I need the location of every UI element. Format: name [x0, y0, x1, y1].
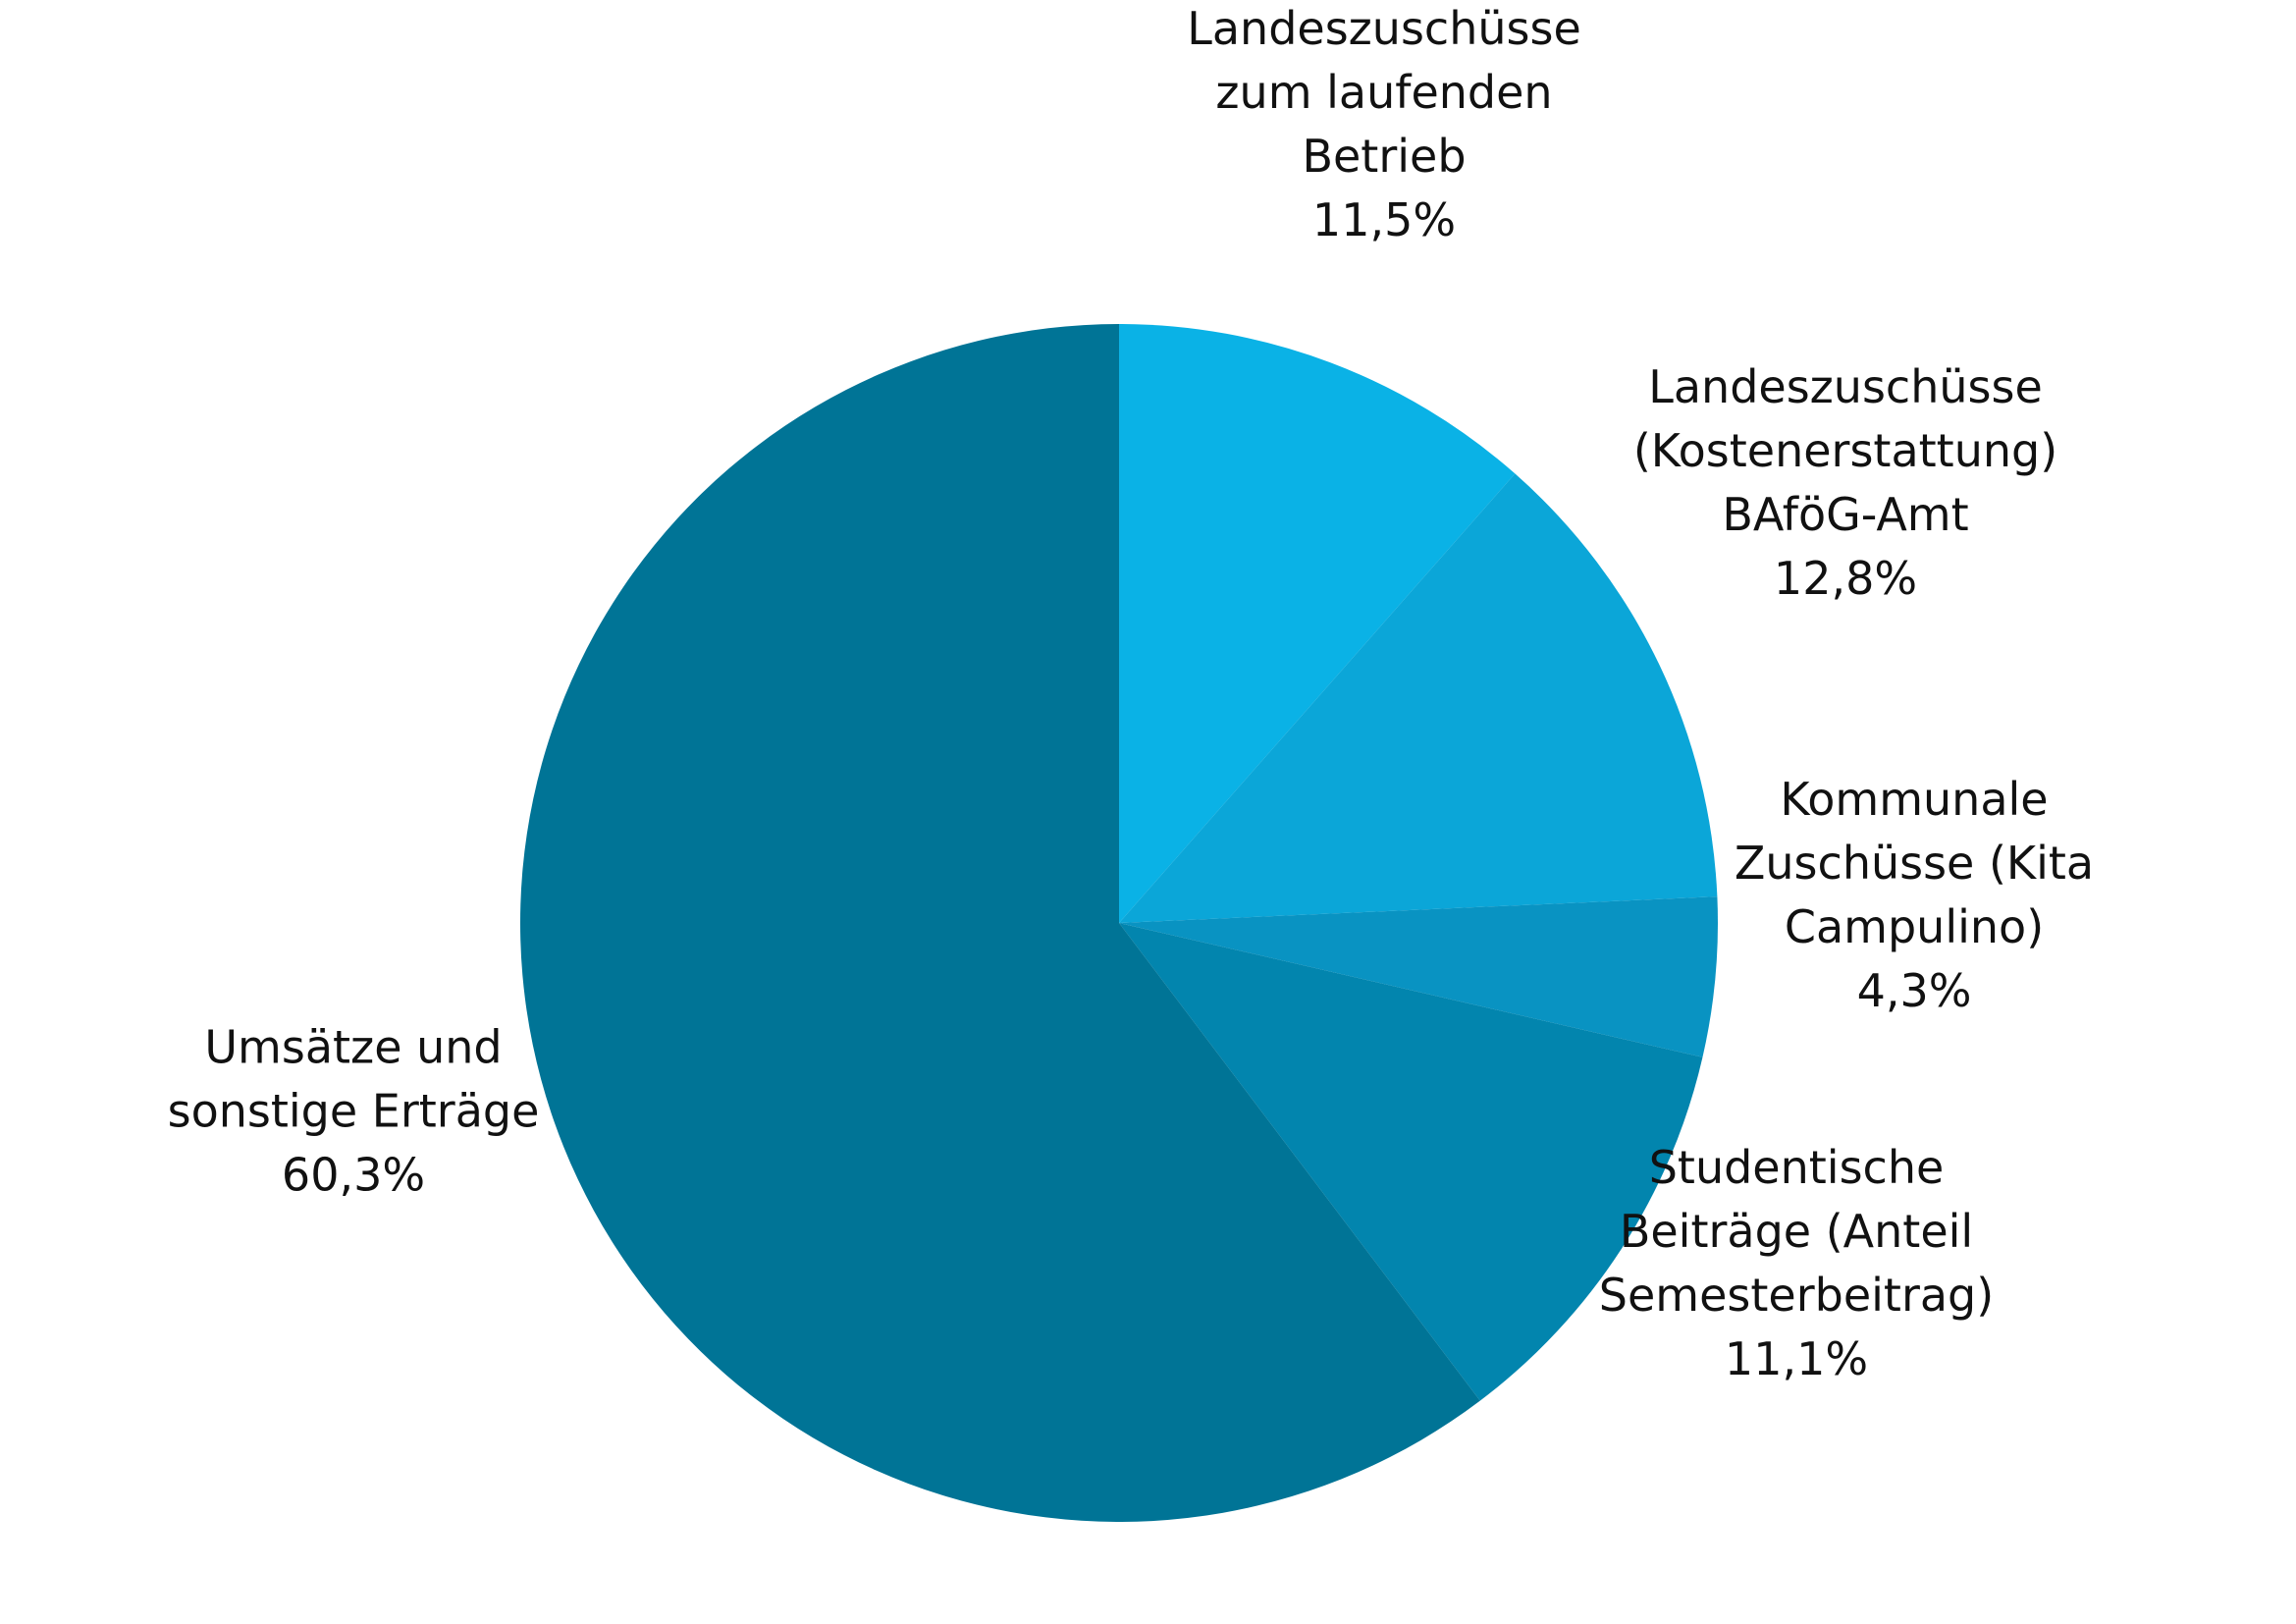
pie-slice-5-label-line-2: sonstige Erträge: [168, 1085, 540, 1138]
pie-slice-2: [1119, 473, 1718, 923]
pie-slice-4-label-line-3: Semesterbeitrag): [1599, 1269, 1994, 1322]
pie-slice-2-label-line-2: (Kostenerstattung): [1633, 424, 2057, 477]
pie-slice-4: [1119, 923, 1703, 1401]
pie-slice-3-label-line-3: Campulino): [1785, 900, 2044, 953]
pie-slice-2-value-label: 12,8%: [1774, 552, 1917, 605]
pie-labels: Landeszuschüsse zum laufenden Betrieb 11,5%…: [168, 2, 2094, 1385]
pie-slice-5: [519, 324, 1480, 1523]
pie-slice-4-value-label: 11,1%: [1725, 1332, 1868, 1385]
pie-slice-1: [1119, 324, 1516, 923]
pie-slice-1-value-label: 11,5%: [1312, 193, 1456, 246]
pie-slice-3-label-line-2: Zuschüsse (Kita: [1735, 837, 2094, 890]
pie-slice-5-label-line-1: Umsätze und: [204, 1021, 502, 1074]
pie-slice-1-label-line-3: Betrieb: [1302, 130, 1466, 183]
pie-slice-1-label-line-1: Landeszuschüsse: [1187, 2, 1581, 55]
pie-slice-1-label-line-2: zum laufenden: [1215, 66, 1552, 119]
pie-slice-3-value-label: 4,3%: [1857, 964, 1972, 1017]
pie-slices: [519, 324, 1718, 1523]
pie-slice-3: [1119, 896, 1718, 1057]
pie-slice-2-label-line-1: Landeszuschüsse: [1648, 360, 2043, 413]
pie-slice-4-label-line-1: Studentische: [1649, 1141, 1945, 1194]
pie-slice-2-label-line-3: BAföG-Amt: [1722, 488, 1968, 541]
pie-slice-4-label-line-2: Beiträge (Anteil: [1620, 1205, 1973, 1258]
pie-slice-3-label-line-1: Kommunale: [1780, 773, 2048, 826]
pie-slice-5-value-label: 60,3%: [282, 1149, 425, 1202]
